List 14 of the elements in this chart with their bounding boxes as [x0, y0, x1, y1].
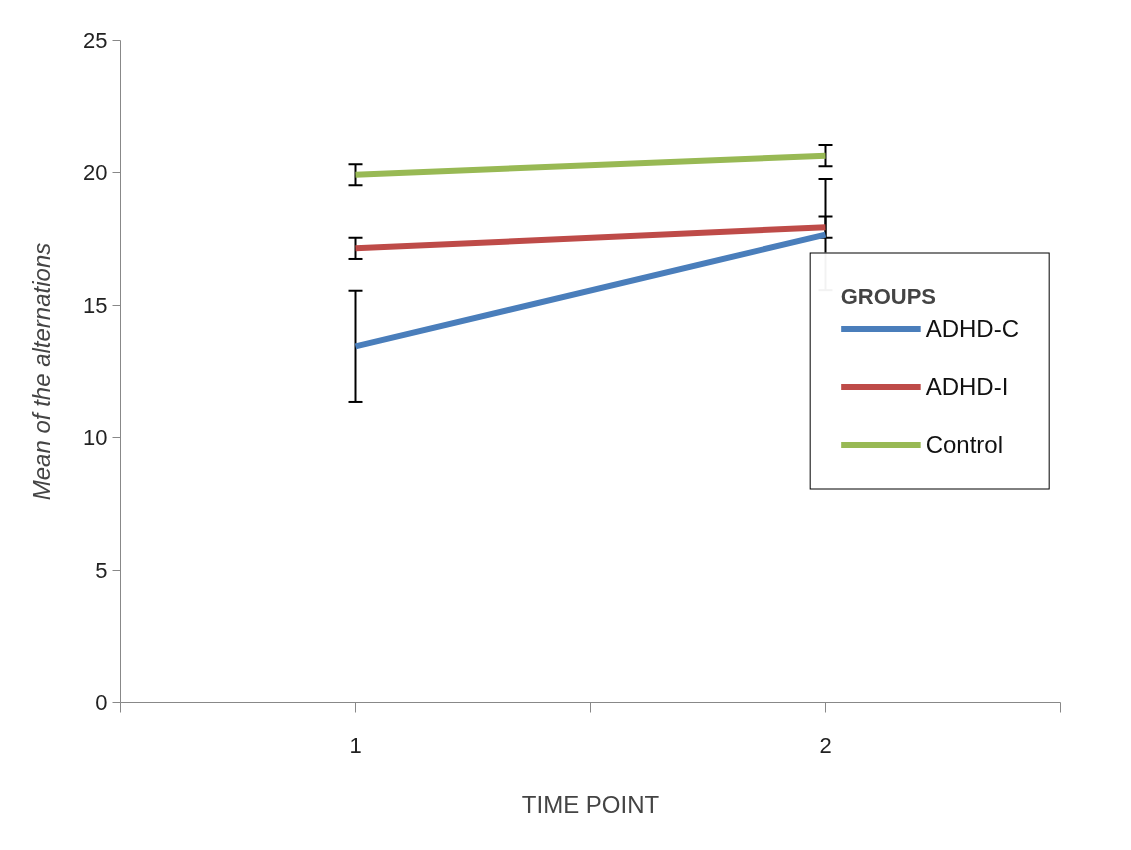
y-tick-label: 15 [83, 292, 108, 318]
x-tick-label: 1 [349, 732, 362, 758]
y-tick-label: 0 [95, 690, 108, 715]
y-tick-label: 5 [95, 557, 108, 583]
legend-label: Control [925, 430, 1004, 459]
y-tick-label: 10 [83, 425, 108, 451]
y-tick-label: 20 [83, 160, 108, 186]
legend-label: ADHD-C [925, 314, 1019, 343]
y-axis-title: Mean of the alternations [28, 242, 56, 501]
legend-label: ADHD-I [925, 372, 1009, 401]
legend-title: GROUPS [840, 283, 938, 310]
x-tick-label: 2 [819, 732, 832, 758]
x-axis-title: TIME POINT [521, 790, 660, 818]
y-tick-label: 25 [83, 28, 108, 53]
